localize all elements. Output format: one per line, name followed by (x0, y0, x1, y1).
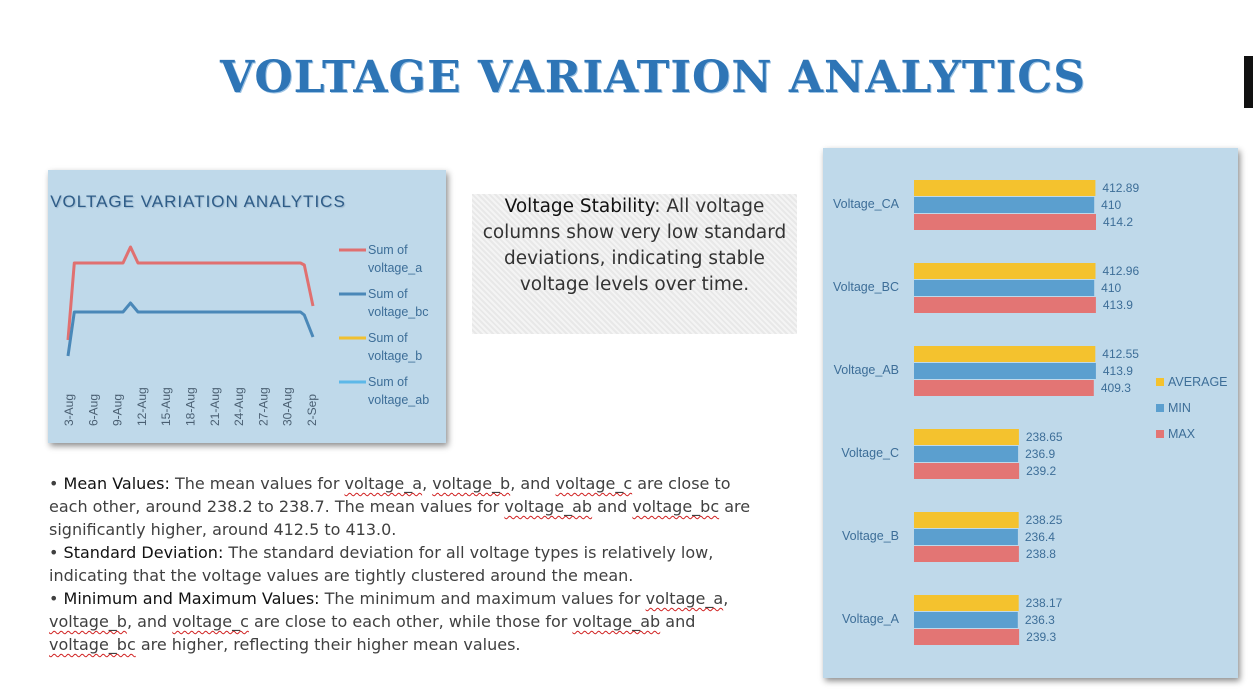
data-label: 410 (1101, 198, 1121, 212)
data-label: 414.2 (1103, 215, 1133, 229)
legend-swatch (1156, 404, 1164, 412)
x-tick-label: 3-Aug (62, 394, 76, 426)
data-label: 409.3 (1101, 381, 1131, 395)
x-tick-label: 12-Aug (135, 387, 149, 426)
legend-label: MAX (1168, 427, 1196, 441)
data-label: 410 (1101, 281, 1121, 295)
bar-average (914, 512, 1019, 528)
category-label: Voltage_C (841, 446, 899, 460)
notes-textbox[interactable]: • Mean Values: The mean values for volta… (49, 472, 774, 656)
bar-chart-panel[interactable]: Voltage_CA 412.89 410 414.2 Voltage_BC 412.96… (823, 148, 1238, 678)
category-label: Voltage_A (842, 612, 900, 626)
legend-label: AVERAGE (1168, 375, 1228, 389)
bar-max (914, 214, 1096, 230)
legend-label: Sum of voltage_a (368, 243, 422, 275)
data-label: 236.9 (1025, 447, 1055, 461)
x-tick-label: 9-Aug (111, 394, 125, 426)
stability-text: : All voltage columns show very low stan… (482, 196, 787, 295)
bar-min (914, 363, 1096, 379)
stability-textbox[interactable]: Voltage Stability: All voltage columns s… (472, 194, 797, 334)
x-tick-label: 24-Aug (232, 387, 246, 426)
slide-title: VOLTAGE VARIATION ANALYTICS (219, 52, 1087, 103)
data-label: 412.55 (1102, 347, 1139, 361)
x-tick-label: 21-Aug (208, 387, 222, 426)
data-label: 238.17 (1026, 596, 1063, 610)
line-series-voltage-bc (66, 301, 315, 357)
note-mean: • Mean Values: The mean values for volta… (49, 474, 751, 539)
category-label: Voltage_BC (833, 280, 899, 294)
bar-min (914, 197, 1095, 213)
bar-min (914, 612, 1018, 628)
data-label: 412.89 (1102, 181, 1139, 195)
data-label: 413.9 (1103, 364, 1133, 378)
line-chart-title: VOLTAGE VARIATION ANALYTICS (50, 192, 346, 211)
legend-label: Sum of voltage_ab (368, 375, 429, 407)
note-minmax: • Minimum and Maximum Values: The minimu… (49, 589, 729, 654)
bar-max (914, 380, 1094, 396)
data-label: 236.3 (1025, 613, 1055, 627)
legend-swatch (1156, 378, 1164, 386)
category-label: Voltage_B (842, 529, 899, 543)
data-label: 412.96 (1102, 264, 1139, 278)
x-tick-label: 6-Aug (86, 394, 100, 426)
data-label: 413.9 (1103, 298, 1133, 312)
legend-label: Sum of voltage_bc (368, 287, 428, 319)
x-tick-label: 30-Aug (281, 387, 295, 426)
data-label: 238.25 (1026, 513, 1063, 527)
category-label: Voltage_AB (834, 363, 899, 377)
data-label: 239.3 (1026, 630, 1056, 644)
bar-min (914, 446, 1019, 462)
note-mean-text: The mean values for voltage_a, voltage_b… (49, 474, 751, 539)
note-minmax-label: Minimum and Maximum Values: (63, 589, 320, 608)
x-tick-label: 2-Sep (305, 394, 319, 426)
note-std-text: The standard deviation for all voltage t… (49, 543, 714, 585)
bar-max (914, 297, 1096, 313)
edge-marker (1244, 56, 1253, 108)
legend-swatch (1156, 430, 1164, 438)
x-tick-label: 27-Aug (256, 387, 270, 426)
bar-max (914, 463, 1020, 479)
data-label: 238.65 (1026, 430, 1063, 444)
stability-label: Voltage Stability (504, 196, 655, 217)
x-tick-label: 18-Aug (184, 387, 198, 426)
bar-min (914, 529, 1018, 545)
bar-average (914, 595, 1019, 611)
data-label: 238.8 (1026, 547, 1056, 561)
note-std: • Standard Deviation: The standard devia… (49, 543, 714, 585)
line-chart-panel[interactable]: VOLTAGE VARIATION ANALYTICS 3-Aug 6-Aug 9-… (48, 170, 446, 443)
data-label: 239.2 (1026, 464, 1056, 478)
bar-average (914, 429, 1019, 445)
category-label: Voltage_CA (833, 197, 900, 211)
legend-label: Sum of voltage_b (368, 331, 422, 363)
bar-max (914, 546, 1019, 562)
line-chart: 3-Aug 6-Aug 9-Aug 12-Aug 15-Aug 18-Aug 21-Aug 2… (62, 243, 429, 426)
x-tick-label: 15-Aug (159, 387, 173, 426)
line-series-voltage-a (66, 245, 315, 341)
bar-chart: Voltage_CA 412.89 410 414.2 Voltage_BC 412.96… (833, 180, 1228, 645)
data-label: 236.4 (1025, 530, 1055, 544)
stability-paragraph: Voltage Stability: All voltage columns s… (472, 194, 797, 298)
note-minmax-text: The minimum and maximum values for volta… (49, 589, 729, 654)
bar-average (914, 346, 1096, 362)
bar-average (914, 263, 1096, 279)
legend-label: MIN (1168, 401, 1191, 415)
note-mean-label: Mean Values: (63, 474, 170, 493)
bar-min (914, 280, 1095, 296)
note-std-label: Standard Deviation: (63, 543, 224, 562)
bar-max (914, 629, 1020, 645)
bar-average (914, 180, 1096, 196)
